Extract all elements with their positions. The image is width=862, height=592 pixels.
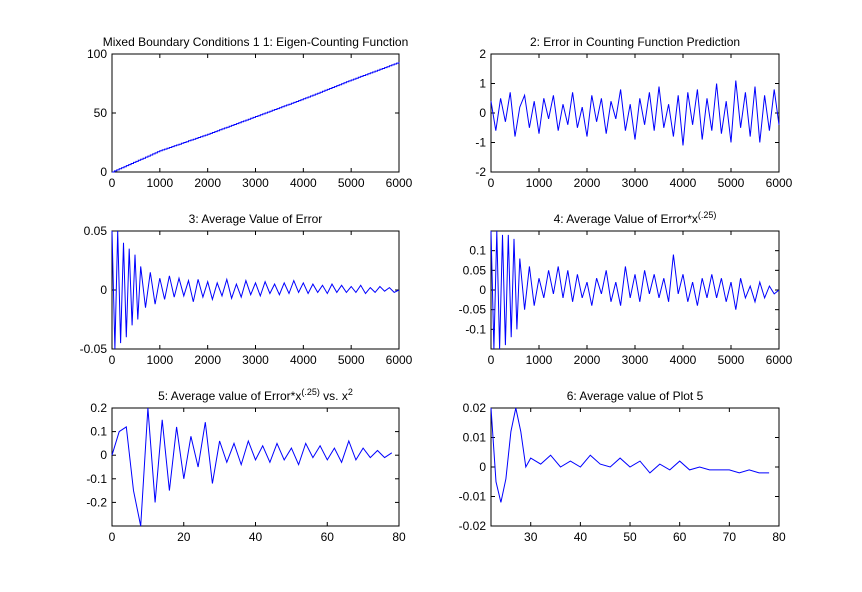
y-tick-label: -1 (475, 136, 486, 150)
chart-title: Mixed Boundary Conditions 1 1: Eigen-Cou… (103, 35, 409, 49)
plot-panel-6: 6: Average value of Plot 5 30 40 50 60 70 80 -0… (459, 389, 786, 544)
x-tick-label: 3000 (242, 353, 269, 367)
y-tick-label: 0 (479, 106, 486, 120)
x-tick-label: 40 (249, 530, 263, 544)
chart-title: 6: Average value of Plot 5 (567, 389, 704, 403)
x-tick-label: 4000 (670, 353, 697, 367)
data-series-line (490, 230, 780, 350)
y-tick-label: -0.1 (86, 472, 107, 486)
x-tick-label: 6000 (386, 176, 413, 190)
data-series-line (112, 62, 400, 173)
x-tick-label: 6000 (766, 353, 793, 367)
x-tick-label: 5000 (718, 176, 745, 190)
y-tick-label: 0 (479, 460, 486, 474)
x-tick-label: 3000 (622, 176, 649, 190)
data-series-line (111, 230, 400, 350)
x-tick-label: 5000 (338, 176, 365, 190)
y-tick-label: 0.05 (463, 263, 487, 277)
x-tick-label: 0 (488, 176, 495, 190)
x-tick-label: 3000 (242, 176, 269, 190)
axes-box (111, 407, 400, 527)
axes-box (490, 53, 780, 173)
y-tick-label: -0.02 (459, 519, 487, 533)
x-tick-label: 20 (177, 530, 191, 544)
x-tick-label: 30 (524, 530, 538, 544)
x-tick-label: 2000 (574, 353, 601, 367)
x-tick-label: 2000 (194, 353, 221, 367)
x-tick-label: 2000 (574, 176, 601, 190)
axes-box (490, 407, 780, 527)
y-tick-label: 0.1 (90, 425, 107, 439)
x-tick-label: 4000 (290, 353, 317, 367)
y-tick-label: -0.01 (459, 490, 487, 504)
x-tick-label: 5000 (338, 353, 365, 367)
plot-panel-5: 5: Average value of Error*x(.25) vs. x2 0… (86, 387, 406, 544)
y-tick-label: -0.1 (465, 322, 486, 336)
x-tick-label: 40 (574, 530, 588, 544)
y-tick-label: 0.05 (84, 224, 108, 238)
y-tick-label: 0.02 (463, 401, 487, 415)
x-tick-label: 60 (321, 530, 335, 544)
x-tick-label: 1000 (526, 176, 553, 190)
x-tick-label: 2000 (194, 176, 221, 190)
chart-title: 2: Error in Counting Function Prediction (530, 35, 740, 49)
axes-box (111, 230, 400, 350)
x-tick-label: 0 (109, 530, 116, 544)
x-tick-label: 0 (109, 176, 116, 190)
x-tick-label: 1000 (146, 176, 173, 190)
y-tick-label: 0.1 (469, 244, 486, 258)
x-tick-label: 3000 (622, 353, 649, 367)
data-series-line (490, 407, 770, 503)
x-tick-label: 0 (109, 353, 116, 367)
axes-box (490, 230, 780, 350)
y-tick-label: -0.2 (86, 495, 107, 509)
x-tick-label: 60 (673, 530, 687, 544)
chart-title: 4: Average Value of Error*x(.25) (554, 210, 717, 226)
x-tick-label: 70 (723, 530, 737, 544)
x-tick-label: 6000 (766, 176, 793, 190)
data-series-line (111, 407, 393, 527)
plot-panel-4: 4: Average Value of Error*x(.25) 0 1000 200… (459, 210, 793, 367)
y-tick-label: 0 (100, 283, 107, 297)
axes-box (111, 53, 400, 173)
x-tick-label: 0 (488, 353, 495, 367)
x-tick-label: 1000 (526, 353, 553, 367)
y-tick-label: 0.01 (463, 431, 487, 445)
x-tick-label: 5000 (718, 353, 745, 367)
y-tick-label: 1 (479, 77, 486, 91)
y-tick-label: -0.05 (459, 303, 487, 317)
y-tick-label: 2 (479, 47, 486, 61)
x-tick-label: 4000 (670, 176, 697, 190)
x-tick-label: 1000 (146, 353, 173, 367)
x-tick-label: 50 (623, 530, 637, 544)
y-tick-label: 0 (100, 165, 107, 179)
y-tick-label: -2 (475, 165, 486, 179)
y-tick-label: 0.2 (90, 401, 107, 415)
chart-title: 3: Average Value of Error (189, 212, 323, 226)
x-tick-label: 80 (772, 530, 786, 544)
plot-panel-2: 2: Error in Counting Function Prediction… (475, 35, 792, 190)
x-tick-label: 6000 (386, 353, 413, 367)
x-tick-label: 80 (392, 530, 406, 544)
y-tick-label: 100 (87, 47, 107, 61)
plot-panel-3: 3: Average Value of Error 0 1000 2000 3000 40… (80, 212, 413, 367)
y-tick-label: 0 (100, 448, 107, 462)
data-series-line (490, 80, 780, 146)
chart-title: 5: Average value of Error*x(.25) vs. x2 (158, 387, 353, 403)
y-tick-label: 0 (479, 283, 486, 297)
y-tick-label: 50 (94, 106, 108, 120)
x-tick-label: 4000 (290, 176, 317, 190)
y-tick-label: -0.05 (80, 342, 108, 356)
plot-panel-1: Mixed Boundary Conditions 1 1: Eigen-Cou… (87, 35, 413, 190)
